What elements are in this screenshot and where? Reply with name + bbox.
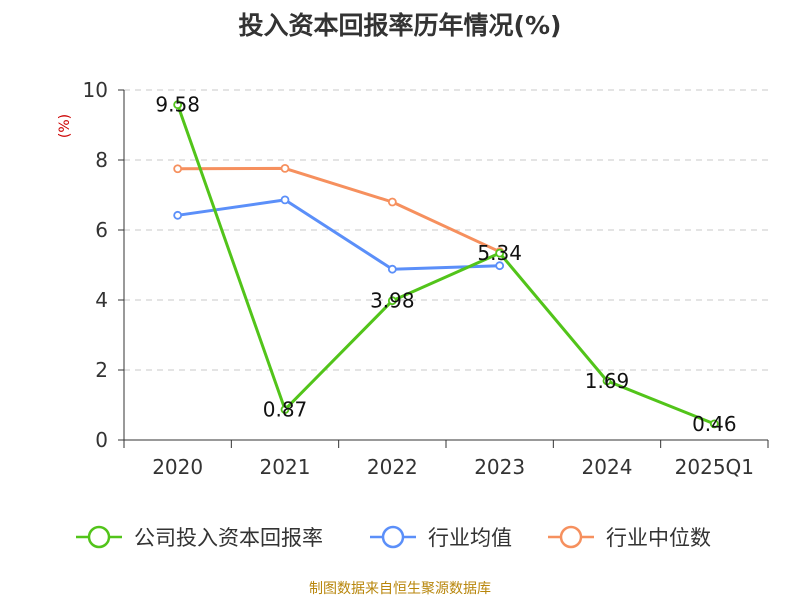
series-line [177, 166, 501, 254]
data-point [387, 197, 397, 207]
y-tick-label: 2 [95, 358, 108, 382]
y-axis-label: (%) [57, 114, 73, 138]
legend-swatch-marker [559, 525, 583, 549]
x-tick-label: 2025Q1 [675, 455, 754, 479]
series-line [177, 198, 500, 271]
data-label: 3.98 [370, 289, 415, 313]
data-point [387, 264, 397, 274]
data-point [173, 100, 183, 110]
data-point [173, 164, 183, 174]
legend[interactable]: 公司投入资本回报率 行业均值 行业中位数 [76, 525, 711, 550]
legend-label: 行业中位数 [606, 526, 711, 550]
data-label: 0.87 [263, 398, 308, 422]
data-label: 0.46 [692, 412, 737, 436]
gridlines [124, 89, 768, 371]
data-point [709, 419, 719, 429]
data-point [602, 376, 612, 386]
y-tick-label: 0 [95, 428, 108, 452]
legend-swatch-marker [87, 525, 111, 549]
data-point [173, 210, 183, 220]
x-tick-label: 2021 [260, 455, 311, 479]
legend-label: 行业均值 [428, 526, 512, 550]
data-point [495, 248, 505, 258]
y-tick-label: 8 [95, 148, 108, 172]
data-point [387, 296, 397, 306]
y-tick-label: 6 [95, 218, 108, 242]
data-point [495, 261, 505, 271]
legend-label: 公司投入资本回报率 [134, 526, 323, 550]
data-label: 1.69 [585, 369, 630, 393]
x-tick-label: 2022 [367, 455, 418, 479]
axes: 0 2 4 6 8 10 2020 2021 2022 2023 2024 2025Q1 (%) [57, 78, 769, 479]
data-point [280, 163, 290, 173]
x-tick-label: 2024 [582, 455, 633, 479]
x-tick-label: 2023 [474, 455, 525, 479]
data-point [280, 405, 290, 414]
data-label: 9.58 [155, 93, 200, 117]
data-point [280, 195, 290, 205]
series-lines [173, 100, 719, 429]
x-tick-label: 2020 [152, 455, 203, 479]
y-tick-label: 10 [83, 78, 108, 102]
data-label: 5.34 [477, 241, 522, 265]
chart-title: 投入资本回报率历年情况(%) [238, 11, 562, 40]
legend-swatch-marker [381, 525, 405, 549]
source-note: 制图数据来自恒生聚源数据库 [309, 581, 491, 597]
y-tick-label: 4 [95, 288, 108, 312]
data-labels: 9.58 0.87 3.98 5.34 1.69 0.46 [155, 93, 736, 436]
series-line [176, 104, 715, 426]
